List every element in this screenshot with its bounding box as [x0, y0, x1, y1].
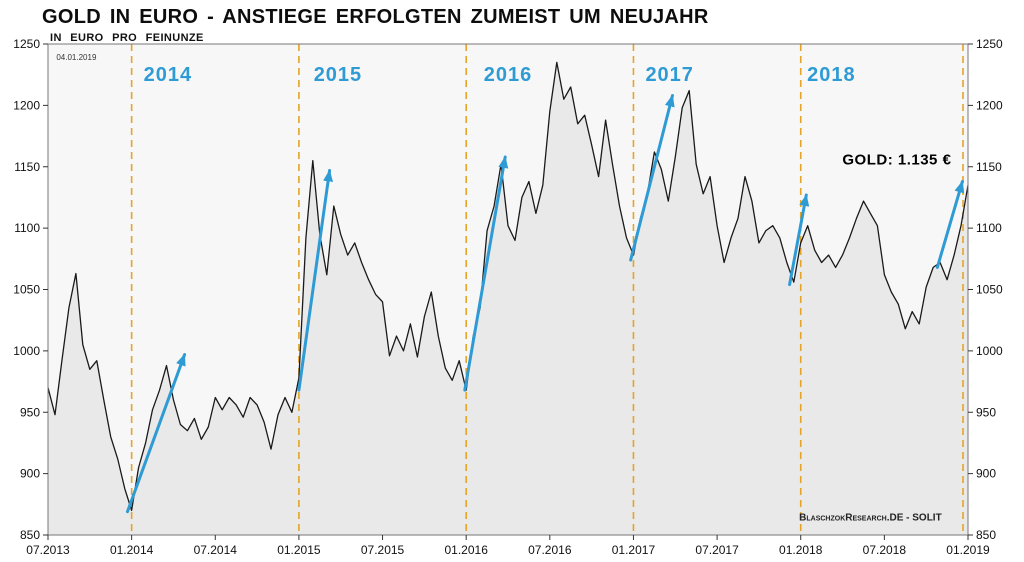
- year-label: 2017: [645, 64, 694, 86]
- year-label: 2014: [144, 64, 193, 86]
- x-axis: 07.2013 01.2014 07.2014 01.2015 07.2015 01.20…: [26, 535, 990, 557]
- newyear-rise-arrow: [297, 168, 334, 392]
- chart-subtitle: IN EURO PRO FEINUNZE: [50, 32, 204, 44]
- brand-credit: BlaschzokResearch.DE - SOLIT: [799, 512, 942, 523]
- chart-title: GOLD IN EURO - ANSTIEGE ERFOLGTEN ZUMEIS…: [42, 6, 709, 28]
- x-tick-label: 07.2014: [194, 543, 238, 557]
- y-tick-label-left: 950: [20, 405, 40, 419]
- x-tick-label: 01.2016: [444, 543, 488, 557]
- newyear-rise-arrow: [788, 193, 810, 287]
- newyear-rise-arrow: [935, 179, 965, 269]
- year-label: 2016: [484, 64, 533, 86]
- y-tick-label-right: 1050: [976, 283, 1003, 297]
- report-date: 04.01.2019: [56, 53, 97, 62]
- rise-arrows: [125, 94, 965, 514]
- x-tick-label: 01.2019: [946, 543, 990, 557]
- y-tick-label-left: 1050: [13, 283, 40, 297]
- year-label: 2018: [807, 64, 856, 86]
- x-tick-label: 07.2013: [26, 543, 70, 557]
- price-label: GOLD: 1.135 €: [842, 151, 951, 168]
- chart-header: GOLD IN EURO - ANSTIEGE ERFOLGTEN ZUMEIS…: [42, 6, 709, 44]
- y-tick-label-right: 1150: [976, 160, 1002, 174]
- y-tick-label-left: 850: [20, 528, 40, 542]
- x-tick-label: 01.2015: [277, 543, 321, 557]
- y-tick-label-right: 950: [976, 405, 996, 419]
- x-tick-label: 07.2015: [361, 543, 405, 557]
- newyear-rise-arrow: [463, 155, 509, 392]
- year-labels: 2014 2015 2016 2017 2018: [144, 64, 856, 86]
- newyear-rise-arrow: [125, 353, 187, 514]
- y-tick-label-left: 1100: [14, 221, 40, 235]
- x-tick-label: 01.2018: [779, 543, 823, 557]
- x-tick-label: 01.2017: [612, 543, 656, 557]
- y-tick-label-right: 1100: [976, 221, 1002, 235]
- x-tick-label: 01.2014: [110, 543, 154, 557]
- y-tick-label-left: 1150: [14, 160, 40, 174]
- y-tick-label-right: 850: [976, 528, 996, 542]
- newyear-dashed-lines: [130, 44, 964, 535]
- x-tick-label: 07.2018: [863, 543, 907, 557]
- y-tick-label-left: 1250: [13, 37, 40, 51]
- gold-price-line: [47, 61, 969, 512]
- y-tick-label-left: 1000: [13, 344, 40, 358]
- y-tick-label-left: 1200: [13, 98, 40, 112]
- x-tick-label: 07.2017: [695, 543, 739, 557]
- y-tick-label-right: 1000: [976, 344, 1003, 358]
- x-tick-label: 07.2016: [528, 543, 572, 557]
- y-axis: 850 850 900 900 950 950 1000 1000 1050 1050 1100 11…: [13, 37, 1003, 542]
- y-tick-label-right: 1200: [976, 98, 1003, 112]
- newyear-rise-arrow: [629, 94, 675, 262]
- y-tick-label-right: 900: [976, 467, 996, 481]
- y-tick-label-right: 1250: [976, 37, 1003, 51]
- y-tick-label-left: 900: [20, 467, 40, 481]
- year-label: 2015: [314, 64, 363, 86]
